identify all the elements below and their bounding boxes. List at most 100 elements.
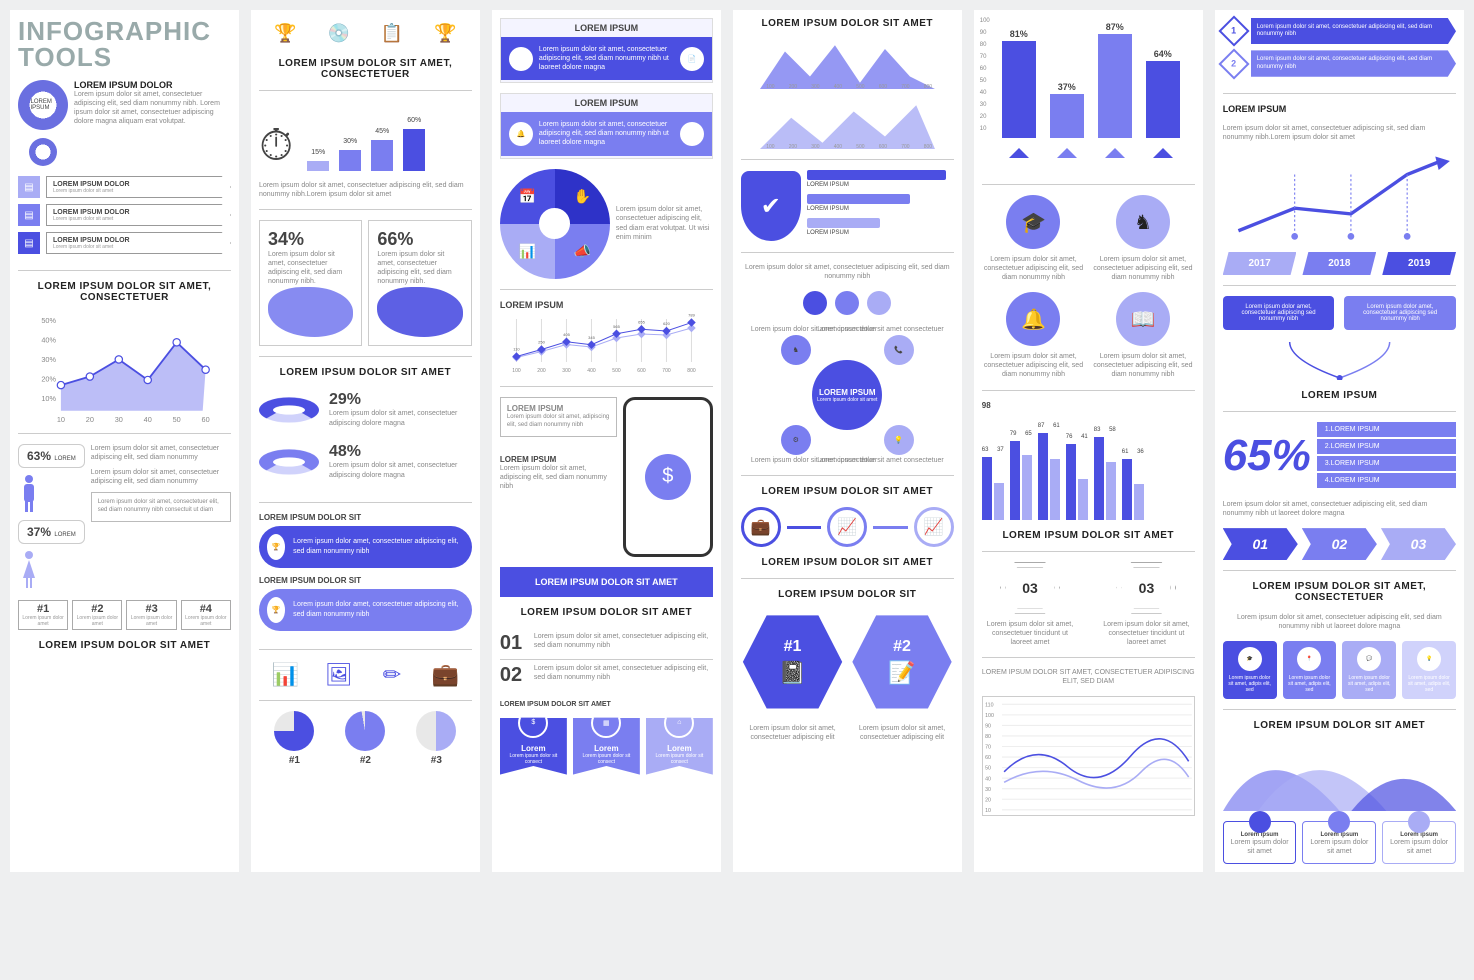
svg-text:80: 80 — [985, 734, 991, 740]
bar-pair: 8761 — [1038, 433, 1060, 520]
svg-text:620: 620 — [663, 321, 670, 326]
number-chips: 010203 — [1223, 528, 1456, 560]
big-bar: 81% — [1002, 41, 1036, 138]
card-icon: 📍 — [1297, 647, 1321, 671]
step-arrow: 1Lorem ipsum dolor sit amet, consectetue… — [1223, 18, 1456, 44]
bar-pair: 6337 — [982, 457, 1004, 520]
header-box-2: LOREM IPSUM 🔔 Lorem ipsum dolor sit amet… — [500, 93, 713, 158]
progress-row: LOREM IPSUM — [807, 218, 954, 236]
svg-text:90: 90 — [985, 724, 991, 730]
phone-section: LOREM IPSUM Lorem ipsum dolor sit amet, … — [500, 397, 713, 557]
svg-text:200: 200 — [537, 368, 546, 374]
pie-item: #2 — [345, 711, 385, 766]
growth-hdr: LOREM IPSUM — [1223, 104, 1456, 114]
bubble-chip: Lorem ipsumLorem ipsum dolor sit amet — [1302, 821, 1376, 863]
quote-box: Lorem ipsum dolor sit amet, consectetuer… — [91, 492, 231, 522]
svg-text:345: 345 — [588, 334, 595, 339]
outline-icon: 🖼 — [324, 660, 354, 690]
trophy-icon: 🏆 — [267, 597, 285, 623]
svg-text:50%: 50% — [41, 316, 56, 325]
pie-item: #3 — [416, 711, 456, 766]
trophy-icon: 🏆 — [267, 534, 285, 560]
svg-text:200: 200 — [789, 144, 798, 149]
big-bar: 87% — [1098, 34, 1132, 138]
icon-card: 💡Lorem ipsum dolor sit amet, adipis elit… — [1402, 641, 1456, 699]
hex-band: ▤ LOREM IPSUM DOLORLorem ipsum dolor sit… — [18, 176, 231, 198]
c4-h2: LOREM IPSUM DOLOR SIT AMET — [741, 486, 954, 497]
svg-text:10: 10 — [57, 415, 65, 423]
dbl-hdr: LOREM IPSUM DOLOR SIT AMET — [982, 530, 1195, 541]
round-band: LOREM IPSUM DOLOR SIT🏆Lorem ipsum dolor … — [259, 513, 472, 568]
list-item: 2.LOREM IPSUM — [1317, 439, 1456, 454]
gear-icon: LOREM IPSUM — [18, 80, 68, 130]
bar-chart: 15%30%45%60% — [307, 101, 425, 171]
briefcase-timeline: 💼📈📈 — [741, 507, 954, 547]
svg-text:40: 40 — [144, 415, 152, 423]
svg-text:500: 500 — [856, 144, 865, 149]
double-bar-chart: 633779658761764183586136 — [982, 420, 1195, 520]
bubble-chip: Lorem ipsumLorem ipsum dolor sit amet — [1223, 821, 1297, 863]
list-item: 3.LOREM IPSUM — [1317, 456, 1456, 471]
donut-row: 29%Lorem ipsum dolor sit amet, consectet… — [259, 388, 472, 432]
step-arrows: 1Lorem ipsum dolor sit amet, consectetue… — [1223, 18, 1456, 83]
bar-pair: 7641 — [1066, 444, 1088, 520]
pie-icon — [274, 711, 314, 751]
doc-icon: 📄 — [680, 47, 704, 71]
year-chips: 201720182019 — [1223, 252, 1456, 275]
dollar-icon: $ — [645, 454, 691, 500]
svg-text:30: 30 — [985, 787, 991, 793]
gear-tr-icon: 📞 — [884, 335, 914, 365]
brief-icon: 📈 — [827, 507, 867, 547]
arrow-circle-icon: ♞ — [1116, 195, 1170, 249]
bottom-icons: 📊🖼✏💼 — [259, 660, 472, 690]
svg-text:100: 100 — [766, 84, 775, 89]
svg-text:20: 20 — [985, 797, 991, 803]
svg-text:60: 60 — [202, 415, 210, 423]
svg-text:500: 500 — [856, 84, 865, 89]
step-boxes: #1Lorem ipsum dolor amet#2Lorem ipsum do… — [18, 600, 231, 630]
bar: 60% — [403, 129, 425, 171]
intro-heading: LOREM IPSUM DOLOR — [74, 80, 231, 90]
col1-footer: LOREM IPSUM DOLOR SIT AMET — [18, 640, 231, 651]
mini-area-2: 100200300400500600700800 — [741, 99, 954, 149]
svg-text:400: 400 — [587, 368, 596, 374]
svg-text:600: 600 — [879, 144, 888, 149]
arrow-up-icon — [1057, 138, 1077, 158]
numbered-item: 01Lorem ipsum dolor sit amet, consectetu… — [500, 628, 713, 659]
svg-text:800: 800 — [687, 368, 696, 374]
top-icon: 💿 — [324, 18, 354, 48]
column-4: LOREM IPSUM DOLOR SIT AMET 1002003004005… — [733, 10, 962, 872]
header-box-1: LOREM IPSUM ⏱ Lorem ipsum dolor sit amet… — [500, 18, 713, 83]
bubble-dot-icon — [1328, 811, 1350, 833]
round-band: LOREM IPSUM DOLOR SIT🏆Lorem ipsum dolor … — [259, 576, 472, 631]
line-graph: 110100908070605040302010 — [982, 696, 1195, 816]
c6-h3: LOREM IPSUM DOLOR SIT AMET — [1223, 720, 1456, 731]
linegraph-title: LOREM IPSUM DOLOR SIT AMET, CONSECTETUER… — [982, 668, 1195, 686]
mail-icon: ✉ — [680, 122, 704, 146]
segment-circle: 📅✋📣📊 — [500, 169, 610, 279]
merge-boxes: Lorem ipsum dolor amet, consectetuer adi… — [1223, 296, 1456, 330]
ribbon-icon: $ — [518, 708, 548, 738]
step-arrow: 2Lorem ipsum dolor sit amet, consectetue… — [1223, 50, 1456, 76]
dot-icon — [803, 291, 827, 315]
step-number: 2 — [1218, 48, 1249, 79]
pie-icon — [345, 711, 385, 751]
map-icon — [377, 287, 462, 337]
merge-lines — [1223, 340, 1456, 380]
svg-text:20: 20 — [86, 415, 94, 423]
svg-text:50: 50 — [985, 766, 991, 772]
svg-text:100: 100 — [985, 713, 994, 719]
bar: 15% — [307, 161, 329, 172]
bar-pair: 8358 — [1094, 437, 1116, 520]
rounded-bands: LOREM IPSUM DOLOR SIT🏆Lorem ipsum dolor … — [259, 513, 472, 639]
arrow-block: ♞Lorem ipsum dolor sit amet, consectetue… — [1091, 195, 1194, 282]
diamond-chart: LOREM IPSUM 1002003004005006007008001102… — [500, 300, 713, 376]
svg-text:10%: 10% — [41, 394, 56, 403]
numbered-item: 02Lorem ipsum dolor sit amet, consectetu… — [500, 660, 713, 691]
outline-icon: ✏ — [377, 660, 407, 690]
numbered-list-small: 1.LOREM IPSUM2.LOREM IPSUM3.LOREM IPSUM4… — [1317, 422, 1456, 490]
wide-banner: LOREM IPSUM DOLOR SIT AMET — [500, 567, 713, 597]
num-chip: 02 — [1302, 528, 1377, 560]
bubble-dot-icon — [1249, 811, 1271, 833]
svg-text:565: 565 — [613, 323, 620, 328]
